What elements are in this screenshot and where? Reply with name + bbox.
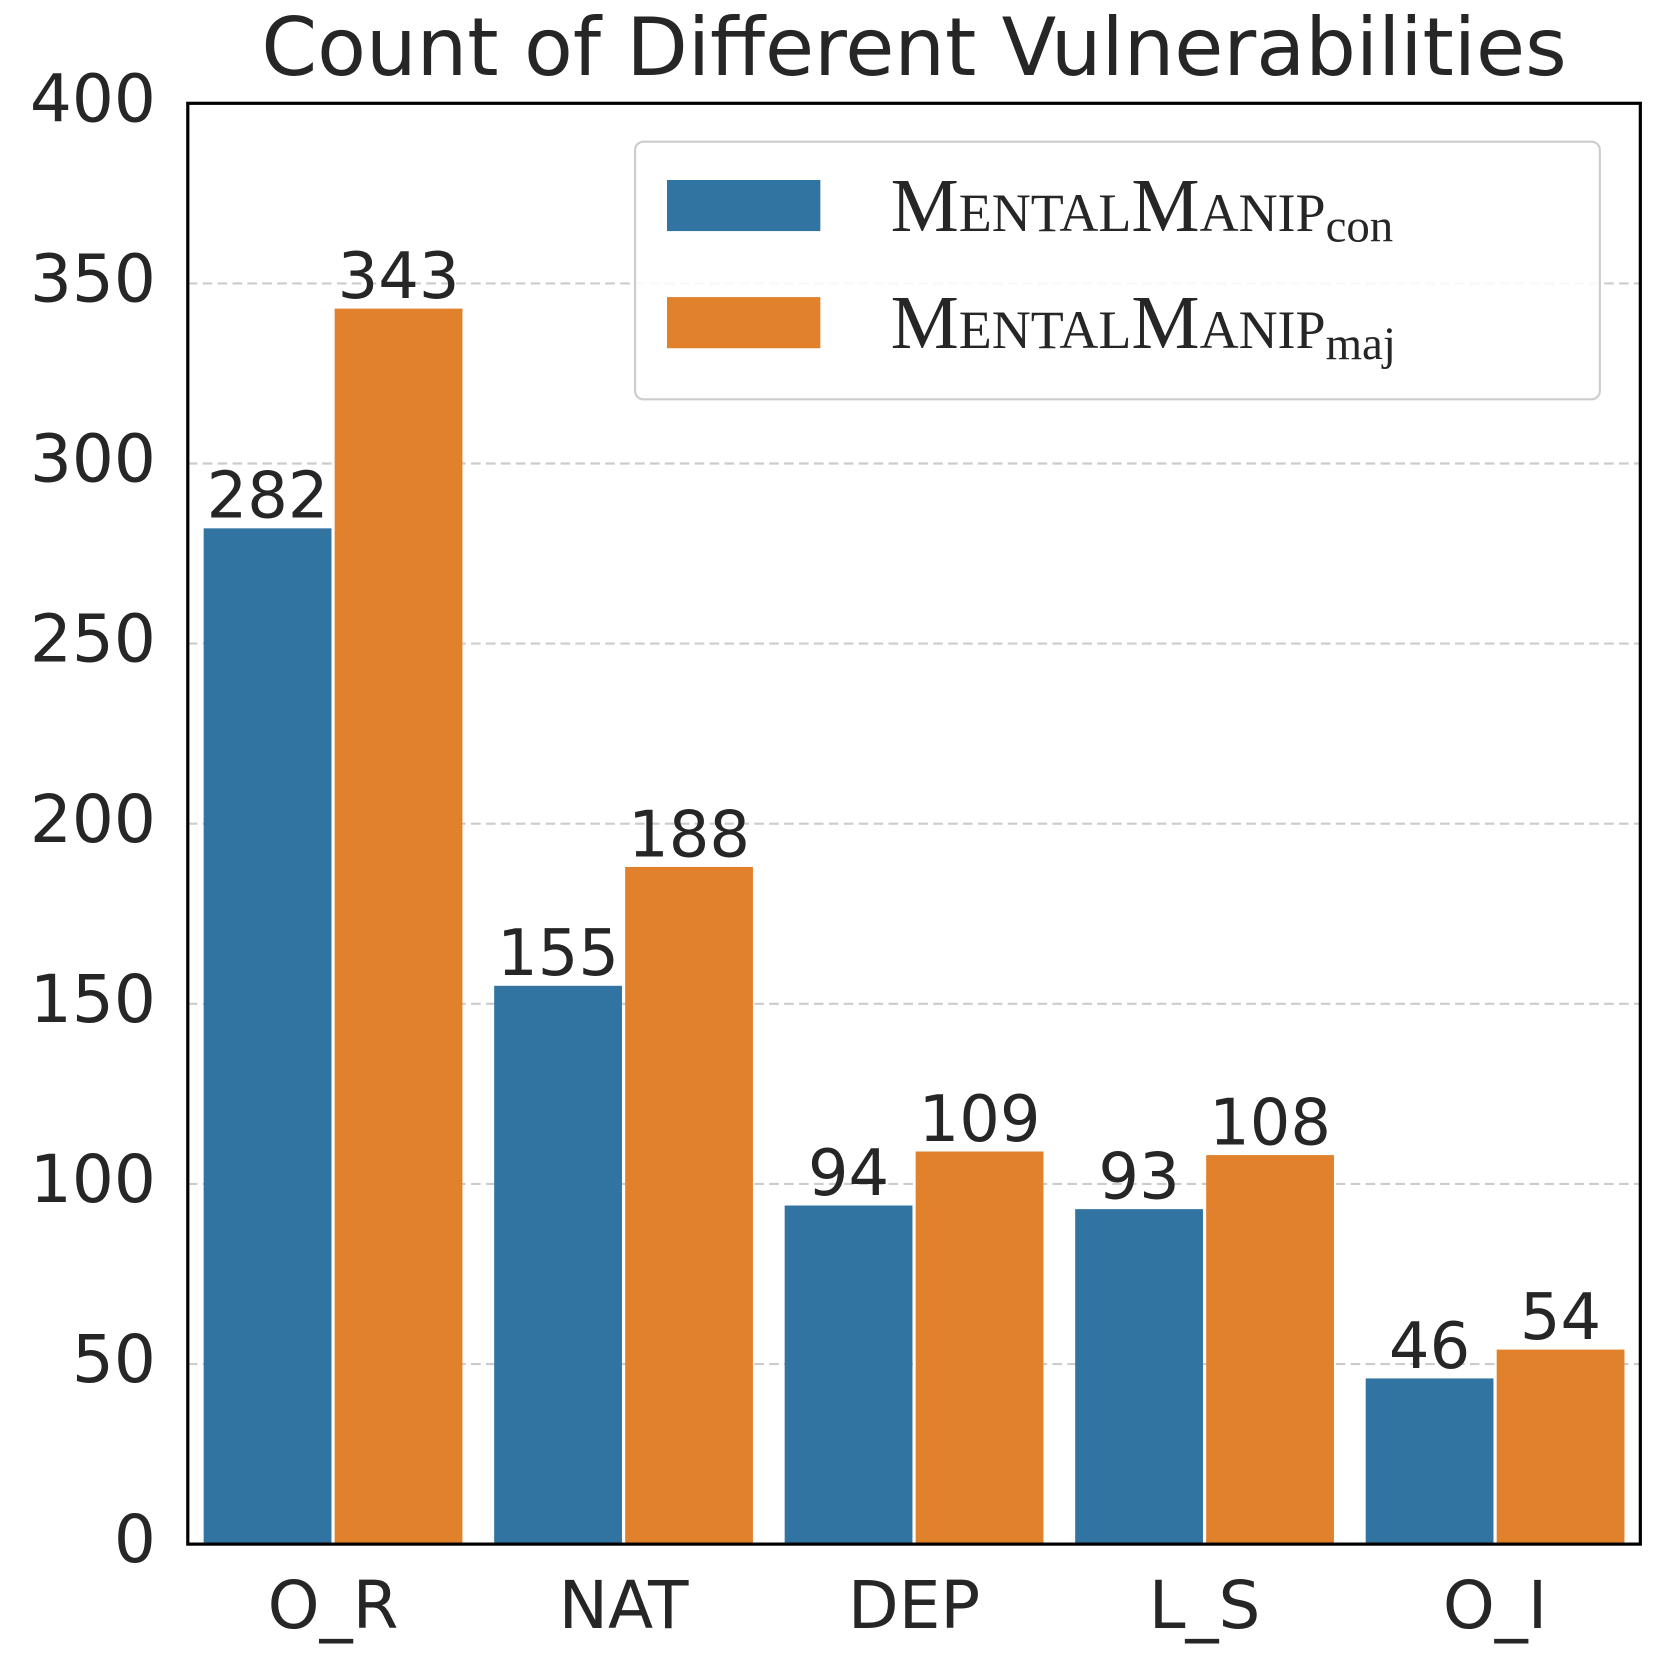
y-tick-label: 300 <box>30 421 156 498</box>
value-label: 108 <box>1209 1086 1331 1160</box>
legend-name: MentalManip <box>891 280 1326 365</box>
legend-subscript: con <box>1326 201 1394 253</box>
legend-swatch <box>667 297 821 349</box>
x-tick-label: NAT <box>559 1567 689 1644</box>
value-label: 343 <box>338 240 460 314</box>
x-tick-label: L_S <box>1149 1567 1261 1644</box>
bar <box>784 1205 913 1545</box>
value-label: 93 <box>1098 1140 1179 1214</box>
value-label: 54 <box>1520 1281 1601 1355</box>
y-tick-label: 50 <box>72 1321 156 1398</box>
bar <box>1496 1349 1625 1545</box>
y-tick-label: 250 <box>30 601 156 678</box>
x-tick-label: O_I <box>1443 1567 1547 1644</box>
bar <box>1206 1155 1334 1545</box>
value-label: 46 <box>1389 1310 1470 1384</box>
bar <box>203 528 332 1545</box>
chart-title: Count of Different Vulnerabilities <box>261 1 1566 94</box>
x-tick-label: O_R <box>268 1567 399 1644</box>
bar <box>1075 1209 1203 1545</box>
value-label: 109 <box>919 1083 1041 1157</box>
value-label: 188 <box>628 798 750 872</box>
bar <box>334 308 463 1545</box>
bar <box>625 866 753 1545</box>
legend-name: MentalManip <box>891 163 1326 248</box>
y-tick-label: 350 <box>30 240 156 317</box>
legend-swatch <box>667 179 821 232</box>
legend-label: MentalManipmaj <box>891 280 1396 370</box>
legend-label: MentalManipcon <box>891 163 1394 253</box>
bar <box>1365 1378 1494 1545</box>
y-tick-label: 0 <box>114 1501 156 1578</box>
x-tick-label: DEP <box>848 1567 980 1644</box>
value-label: 94 <box>808 1137 889 1211</box>
plot-frame <box>186 101 1642 1546</box>
y-tick-label: 400 <box>30 60 156 137</box>
bar <box>915 1151 1044 1545</box>
legend-box <box>633 140 1601 401</box>
bar <box>494 985 622 1545</box>
y-tick-label: 150 <box>30 961 156 1038</box>
y-tick-label: 200 <box>30 781 156 858</box>
value-label: 282 <box>207 460 329 534</box>
legend-subscript: maj <box>1326 318 1396 370</box>
y-tick-label: 100 <box>30 1141 156 1218</box>
value-label: 155 <box>497 917 619 991</box>
